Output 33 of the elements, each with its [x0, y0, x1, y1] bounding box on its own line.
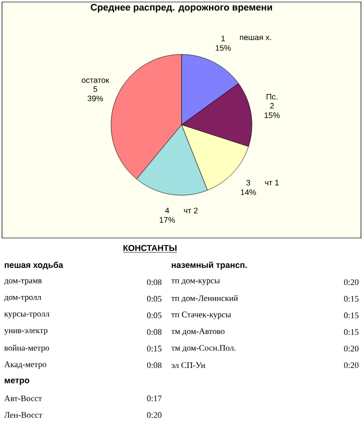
text: тм дом-Автово: [171, 328, 225, 336]
text: 0:05: [147, 312, 162, 318]
text: Акад-метро: [4, 362, 46, 369]
text: пешая ходьба: [4, 262, 64, 270]
text: 0:20: [344, 279, 358, 286]
text: тп Стачек-курсы: [171, 312, 231, 320]
text: тм дом-Сосн.Пол.: [171, 344, 236, 352]
text: наземный трансп.: [172, 262, 247, 270]
text: дом-тролл: [4, 296, 42, 302]
text: курсы-тролл: [4, 312, 50, 318]
chart-title: Среднее распред. дорожного времени: [90, 4, 272, 12]
text: Авт-Восст: [4, 396, 42, 402]
text: тп дом-курсы: [171, 279, 220, 286]
text: 0:15: [344, 312, 358, 318]
text: Лен-Восст: [4, 412, 42, 418]
text: унив-электр: [4, 329, 48, 335]
text: дом-трамв: [4, 279, 42, 286]
text: метро: [4, 378, 30, 385]
text: 0:05: [147, 296, 162, 302]
text: 0:08: [147, 329, 162, 335]
text: 0:15: [147, 346, 162, 352]
text: 0:17: [147, 396, 162, 402]
text: война-метро: [4, 344, 50, 352]
text: 0:15: [344, 296, 358, 302]
text: КОНСТАНТЫ: [124, 245, 176, 251]
text: 0:15: [344, 329, 358, 335]
text: 0:20: [147, 412, 162, 418]
text: 0:20: [344, 362, 358, 368]
text: 0:08: [147, 362, 162, 368]
text: 0:08: [147, 279, 162, 286]
text: 0:20: [344, 346, 358, 352]
text: тп дом-Ленинский: [171, 295, 238, 303]
text: эл СП-Ун: [171, 362, 206, 368]
